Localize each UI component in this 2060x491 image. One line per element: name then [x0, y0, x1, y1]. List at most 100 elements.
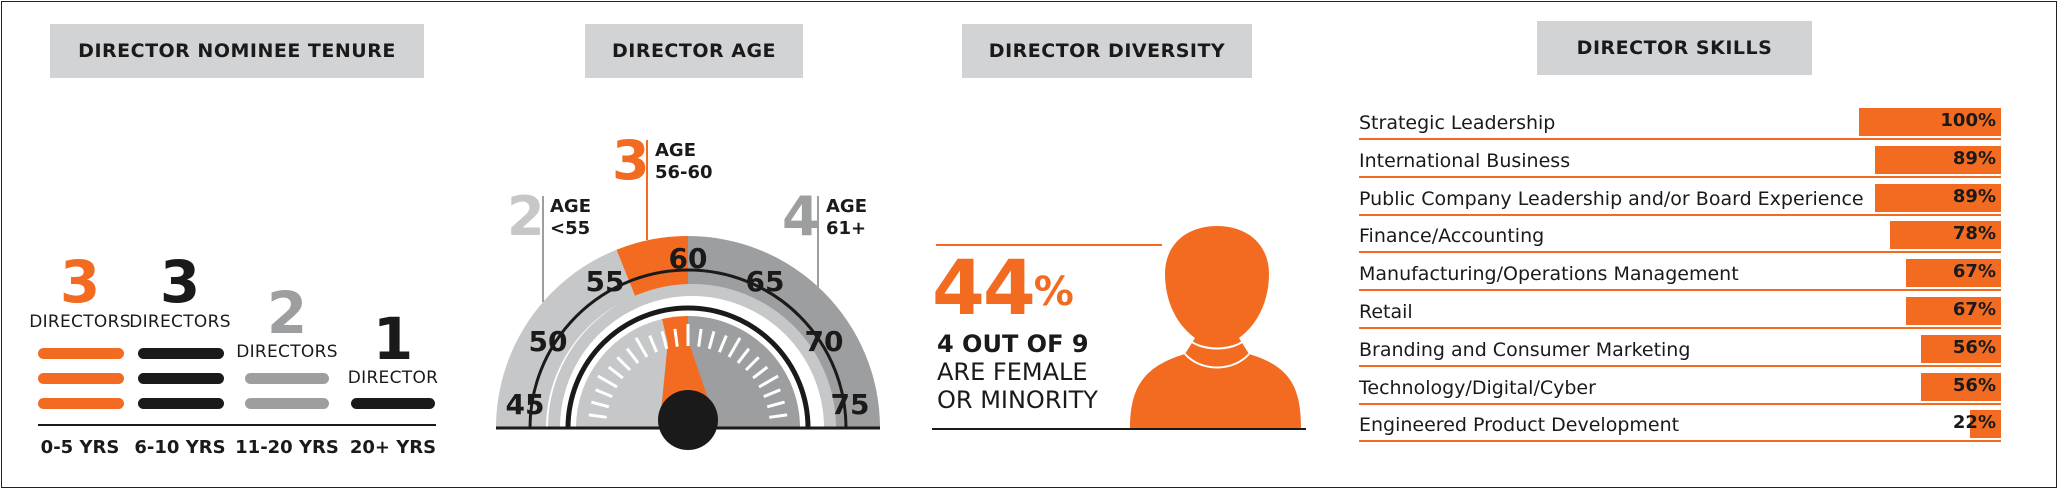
skill-row: Strategic Leadership 100% — [1359, 104, 2001, 140]
header-tenure: DIRECTOR NOMINEE TENURE — [50, 24, 424, 78]
gauge-tick — [588, 413, 607, 419]
gauge-tick — [607, 365, 624, 380]
age-callout-line — [542, 196, 544, 302]
skill-value: 56% — [1952, 374, 1996, 396]
gauge-tick — [707, 331, 716, 350]
diversity-baseline — [932, 428, 1306, 430]
skill-name: Engineered Product Development — [1359, 414, 1680, 437]
tenure-range-6-10: 6-10 YRS — [134, 437, 226, 458]
gauge-tick — [766, 400, 785, 409]
skill-bar — [1874, 183, 2001, 212]
header-age: DIRECTOR AGE — [585, 24, 803, 78]
gauge-tick — [616, 356, 632, 372]
age-label-under-55: AGE <55 — [550, 196, 591, 240]
gauge-face-left — [576, 319, 688, 428]
skill-bar — [1905, 259, 2001, 288]
gauge-tick — [697, 328, 703, 347]
age-tick-70: 70 — [805, 325, 844, 358]
tenure-bar — [351, 398, 435, 409]
gauge-tick — [769, 413, 788, 419]
diversity-line-1: 4 OUT OF 9 — [937, 330, 1089, 358]
skill-row: Retail 67% — [1359, 293, 2001, 329]
tenure-range-0-5: 0-5 YRS — [40, 437, 120, 458]
skill-value: 67% — [1952, 299, 1996, 320]
gauge-tick — [727, 337, 742, 358]
skill-value: 89% — [1952, 147, 1996, 169]
skill-row: Engineered Product Development 22% — [1359, 406, 2001, 443]
tenure-count-0-5: 3 — [59, 248, 101, 316]
tenure-count-20-plus: 1 — [372, 305, 414, 373]
tenure-baseline — [38, 424, 436, 426]
skill-row: Branding and Consumer Marketing 56% — [1359, 331, 2001, 367]
tenure-label-20-plus: DIRECTOR — [347, 368, 439, 388]
diversity-line-2: ARE FEMALE — [937, 358, 1088, 386]
gauge-tick — [648, 335, 658, 353]
gauge-face-right — [688, 316, 800, 428]
tenure-bar — [245, 373, 329, 384]
tenure-range-11-20: 11-20 YRS — [235, 437, 339, 458]
tenure-bar — [38, 373, 124, 384]
skill-bar — [1969, 410, 2001, 439]
skill-value: 56% — [1952, 336, 1996, 358]
skill-row: Technology/Digital/Cyber 56% — [1359, 369, 2001, 405]
gauge-tick — [744, 356, 760, 372]
age-label-line: AGE — [826, 196, 868, 217]
age-label-line: 61+ — [826, 218, 867, 239]
skill-bar — [1859, 108, 2001, 136]
gauge-tick — [591, 400, 610, 409]
age-tick-45: 45 — [506, 388, 545, 421]
skill-bar — [1874, 145, 2001, 174]
skill-name: Technology/Digital/Cyber — [1359, 376, 1596, 399]
skill-name: Public Company Leadership and/or Board E… — [1359, 187, 1864, 210]
tenure-label-0-5: DIRECTORS — [29, 312, 131, 332]
tenure-bar — [245, 398, 329, 409]
tenure-range-20-plus: 20+ YRS — [349, 437, 437, 458]
age-label-line: AGE — [550, 196, 592, 217]
age-tick-75: 75 — [831, 388, 870, 421]
tenure-count-11-20: 2 — [266, 279, 308, 347]
skill-value: 100% — [1940, 110, 1996, 131]
skill-row: Public Company Leadership and/or Board E… — [1359, 180, 2001, 216]
tenure-label-11-20: DIRECTORS — [236, 342, 338, 362]
age-count-61-plus: 4 — [782, 185, 820, 248]
age-label-line: 56-60 — [655, 162, 713, 183]
gauge-tick — [673, 328, 679, 347]
skill-row: Finance/Accounting 78% — [1359, 217, 2001, 254]
tenure-bar — [138, 348, 224, 359]
skill-name: Strategic Leadership — [1359, 112, 1556, 134]
skill-name: Finance/Accounting — [1359, 225, 1545, 248]
age-label-line: AGE — [655, 140, 697, 161]
gauge-tick — [597, 374, 618, 389]
diversity-top-rule — [936, 244, 1162, 246]
skill-row: Manufacturing/Operations Management 67% — [1359, 255, 2001, 292]
tenure-bar — [38, 398, 124, 409]
gauge-hub — [658, 390, 718, 450]
gauge-tick — [763, 388, 781, 398]
skill-value: 89% — [1952, 185, 1996, 207]
age-callout-line — [646, 140, 648, 240]
skill-bar — [1921, 372, 2001, 401]
skill-name: Manufacturing/Operations Management — [1359, 263, 1739, 286]
gauge-tick — [634, 337, 649, 358]
skill-bar — [1905, 297, 2001, 325]
age-label-line: <55 — [550, 218, 591, 239]
tenure-label-6-10: DIRECTORS — [129, 312, 231, 332]
diversity-percent-sign: % — [1033, 269, 1074, 315]
gauge-tick — [752, 365, 769, 380]
age-callout-line — [817, 196, 819, 302]
age-gauge: 45 50 55 60 65 70 75 — [495, 235, 880, 450]
skill-value: 22% — [1952, 412, 1996, 434]
age-tick-55: 55 — [586, 265, 625, 298]
skill-name: Retail — [1359, 301, 1413, 323]
tenure-bar — [38, 348, 124, 359]
header-diversity: DIRECTOR DIVERSITY — [962, 24, 1252, 78]
diversity-percent: 44% — [932, 250, 1074, 326]
gauge-tick — [736, 347, 751, 364]
gauge-tick — [758, 374, 779, 389]
age-tick-50: 50 — [529, 325, 568, 358]
header-skills: DIRECTOR SKILLS — [1537, 21, 1812, 75]
skill-row: International Business 89% — [1359, 142, 2001, 178]
gauge-inner-ring — [565, 305, 811, 429]
gauge-outer-ring — [528, 268, 848, 429]
